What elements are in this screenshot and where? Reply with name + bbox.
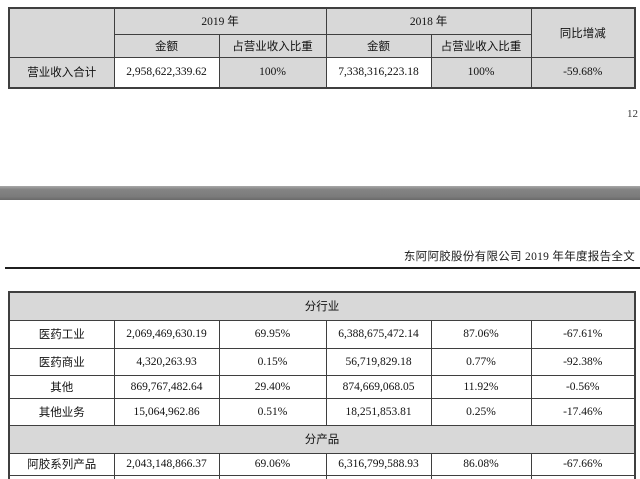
amount-2018-value: 6,316,799,588.93 [325, 452, 432, 476]
document-header-title: 东阿阿胶股份有限公司 2019 年年度报告全文 [403, 251, 635, 263]
ratio-2018-value: 87.06% [430, 319, 532, 349]
clipped-next-row [8, 474, 636, 479]
yoy-value: -0.56% [530, 374, 636, 399]
row-label: 阿胶系列产品 [8, 452, 115, 476]
ratio-2019-value: 100% [218, 56, 327, 89]
table-row: 营业收入合计 2,958,622,339.62 100% 7,338,316,2… [8, 56, 636, 89]
yoy-header: 同比增减 [530, 7, 636, 58]
amount-2018-value: 7,338,316,223.18 [325, 56, 432, 89]
ratio-2018-value: 0.25% [430, 397, 532, 426]
amount-2018-header: 金额 [325, 33, 432, 58]
row-label: 医药商业 [8, 347, 115, 376]
amount-2018-value: 18,251,853.81 [325, 397, 432, 426]
ratio-2019-value: 29.40% [218, 374, 327, 399]
table-row: 医药商业 4,320,263.93 0.15% 56,719,829.18 0.… [8, 347, 636, 376]
amount-2019-value: 2,043,148,866.37 [113, 452, 220, 476]
table-row: 医药工业 2,069,469,630.19 69.95% 6,388,675,4… [8, 319, 636, 349]
ratio-2019-value: 69.06% [218, 452, 327, 476]
ratio-2019-value: 69.95% [218, 319, 327, 349]
amount-2019-value: 2,958,622,339.62 [113, 56, 220, 89]
ratio-2018-value: 11.92% [430, 374, 532, 399]
product-section-header: 分产品 [8, 424, 636, 454]
table-row: 阿胶系列产品 2,043,148,866.37 69.06% 6,316,799… [8, 452, 636, 476]
amount-2019-value: 15,064,962.86 [113, 397, 220, 426]
row-label: 其他业务 [8, 397, 115, 426]
revenue-summary-table: 2019 年 2018 年 同比增减 金额 占营业收入比重 金额 占营业收入比重… [8, 7, 636, 89]
amount-2019-value: 2,069,469,630.19 [113, 319, 220, 349]
yoy-value: -17.46% [530, 397, 636, 426]
header-rule [5, 267, 640, 269]
yoy-value: -59.68% [530, 56, 636, 89]
ratio-2019-value: 0.51% [218, 397, 327, 426]
amount-2018-value: 6,388,675,472.14 [325, 319, 432, 349]
yoy-value: -67.66% [530, 452, 636, 476]
amount-2019-value: 4,320,263.93 [113, 347, 220, 376]
table-row: 其他业务 15,064,962.86 0.51% 18,251,853.81 0… [8, 397, 636, 426]
table-row: 其他 869,767,482.64 29.40% 874,669,068.05 … [8, 374, 636, 399]
corner-header-cell [8, 7, 115, 58]
page-number: 12 [627, 108, 638, 120]
industry-section-header: 分行业 [8, 291, 636, 321]
amount-2019-header: 金额 [113, 33, 220, 58]
amount-2019-value: 869,767,482.64 [113, 374, 220, 399]
ratio-2018-header: 占营业收入比重 [430, 33, 532, 58]
row-label: 营业收入合计 [8, 56, 115, 89]
page-separator-bar [0, 186, 640, 200]
yoy-value: -67.61% [530, 319, 636, 349]
ratio-2019-value: 0.15% [218, 347, 327, 376]
year-2018-header: 2018 年 [325, 7, 532, 35]
ratio-2018-value: 0.77% [430, 347, 532, 376]
revenue-breakdown-table: 分行业 医药工业 2,069,469,630.19 69.95% 6,388,6… [8, 291, 636, 479]
year-2019-header: 2019 年 [113, 7, 327, 35]
amount-2018-value: 874,669,068.05 [325, 374, 432, 399]
ratio-2018-value: 86.08% [430, 452, 532, 476]
row-label: 其他 [8, 374, 115, 399]
amount-2018-value: 56,719,829.18 [325, 347, 432, 376]
yoy-value: -92.38% [530, 347, 636, 376]
ratio-2019-header: 占营业收入比重 [218, 33, 327, 58]
ratio-2018-value: 100% [430, 56, 532, 89]
row-label: 医药工业 [8, 319, 115, 349]
